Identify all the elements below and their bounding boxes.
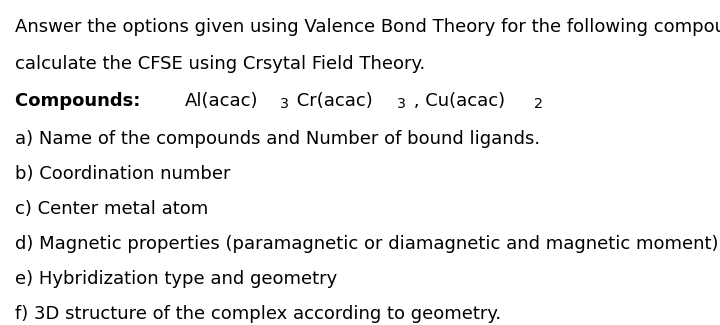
Text: calculate the CFSE using Crsytal Field Theory.: calculate the CFSE using Crsytal Field T… [15, 55, 426, 73]
Text: Compounds:: Compounds: [15, 92, 147, 110]
Text: Al(acac): Al(acac) [185, 92, 258, 110]
Text: c) Center metal atom: c) Center metal atom [15, 200, 208, 218]
Text: a) Name of the compounds and Number of bound ligands.: a) Name of the compounds and Number of b… [15, 130, 540, 148]
Text: Cr(acac): Cr(acac) [292, 92, 373, 110]
Text: 3: 3 [397, 97, 406, 111]
Text: b) Coordination number: b) Coordination number [15, 165, 230, 183]
Text: f) 3D structure of the complex according to geometry.: f) 3D structure of the complex according… [15, 305, 501, 323]
Text: Answer the options given using Valence Bond Theory for the following compounds a: Answer the options given using Valence B… [15, 18, 720, 36]
Text: d) Magnetic properties (paramagnetic or diamagnetic and magnetic moment): d) Magnetic properties (paramagnetic or … [15, 235, 719, 253]
Text: 2: 2 [534, 97, 543, 111]
Text: 3: 3 [279, 97, 289, 111]
Text: , Cu(acac): , Cu(acac) [408, 92, 505, 110]
Text: e) Hybridization type and geometry: e) Hybridization type and geometry [15, 270, 337, 288]
